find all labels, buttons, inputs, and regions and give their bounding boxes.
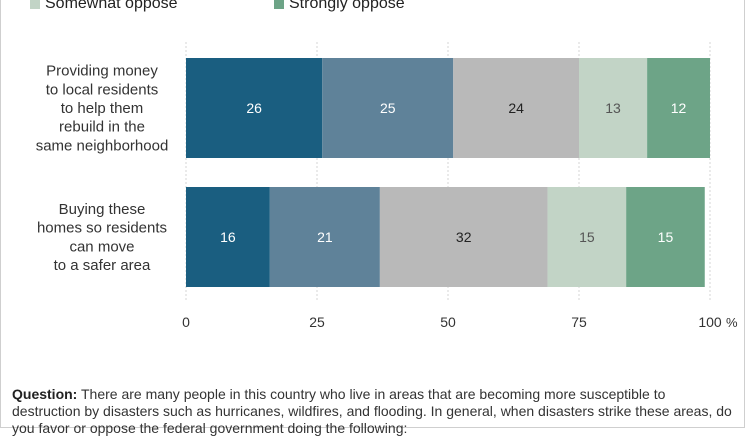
x-tick-label-75: 75 [571, 314, 587, 330]
data-label-2-1: 16 [220, 229, 236, 245]
x-unit-label: % [726, 315, 738, 330]
category-label-1-line-4: rebuild in the [59, 119, 145, 136]
legend-item-strongly-oppose: Strongly oppose [274, 0, 405, 14]
bar-segment-1-3 [453, 58, 579, 158]
category-label-2-line-2: homes so residents [37, 220, 167, 237]
bar-segment-1-5 [647, 58, 710, 158]
data-label-2-2: 21 [317, 229, 333, 245]
data-label-2-5: 15 [658, 229, 674, 245]
bar-segment-2-1 [186, 187, 270, 287]
x-tick-label-100: 100 [698, 314, 722, 330]
category-label-1-line-3: to help them [61, 100, 144, 117]
category-label-2-line-3: can move [69, 238, 134, 255]
bar-segment-1-2 [322, 58, 454, 158]
data-label-1-4: 13 [605, 100, 621, 116]
category-label-2-line-1: Buying these [59, 201, 146, 218]
x-tick-label-25: 25 [309, 314, 325, 330]
data-label-1-1: 26 [246, 100, 262, 116]
bar-segment-1-1 [186, 58, 323, 158]
data-label-1-2: 25 [380, 100, 396, 116]
legend-label-somewhat-oppose: Somewhat oppose [45, 0, 178, 12]
question-text: There are many people in this country wh… [12, 386, 732, 436]
bar-segment-2-4 [547, 187, 627, 287]
bar-segment-2-3 [379, 187, 548, 287]
x-tick-label-0: 0 [182, 314, 190, 330]
category-label-1-line-5: same neighborhood [36, 137, 169, 154]
data-label-1-5: 12 [671, 100, 687, 116]
bar-segment-2-5 [626, 187, 705, 287]
x-tick-label-50: 50 [440, 314, 456, 330]
category-label-1-line-2: to local residents [46, 81, 159, 98]
legend-swatch-strongly-oppose [274, 0, 284, 9]
question-label: Question: [12, 386, 78, 402]
legend-swatch-somewhat-oppose [30, 0, 40, 9]
legend-label-strongly-oppose: Strongly oppose [289, 0, 405, 12]
data-label-2-3: 32 [456, 229, 472, 245]
data-label-2-4: 15 [579, 229, 595, 245]
category-label-2-line-4: to a safer area [54, 257, 151, 274]
bar-segment-1-4 [579, 58, 648, 158]
category-label-1-line-1: Providing money [46, 63, 158, 80]
question-note: Question: There are many people in this … [12, 386, 734, 437]
data-label-1-3: 24 [508, 100, 524, 116]
bar-segment-2-2 [269, 187, 380, 287]
legend-item-somewhat-oppose: Somewhat oppose [30, 0, 178, 14]
